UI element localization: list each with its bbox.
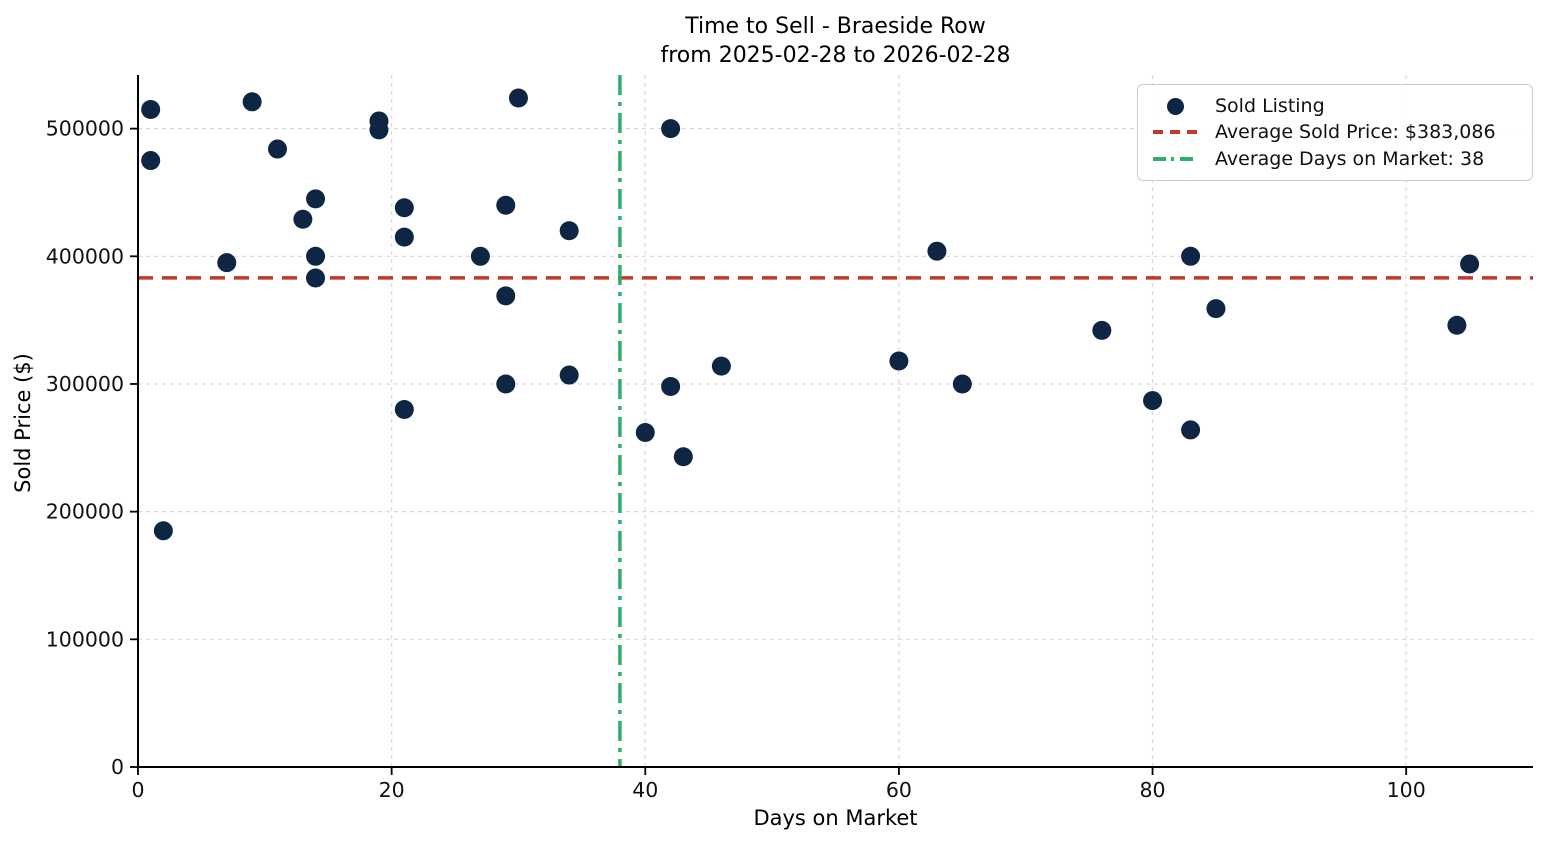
data-point: [711, 356, 731, 376]
dashdot-line-icon: [1153, 156, 1197, 161]
data-point: [927, 241, 947, 261]
data-point: [559, 221, 579, 241]
data-point: [508, 88, 528, 108]
legend-item-average-sold-price: Average Sold Price: $383,086: [1150, 119, 1520, 145]
data-point: [268, 139, 287, 159]
data-point: [673, 447, 693, 467]
x-tick-label: 20: [379, 778, 405, 802]
data-point: [635, 422, 655, 442]
data-point: [306, 246, 326, 266]
x-tick-label: 80: [1139, 778, 1165, 802]
legend-label-sold-listing: Sold Listing: [1215, 95, 1325, 118]
data-point: [394, 400, 414, 420]
data-point: [661, 119, 681, 139]
dot-marker-icon: [1166, 97, 1184, 115]
x-tick-label: 0: [131, 778, 144, 802]
data-point: [394, 198, 414, 218]
x-tick-label: 40: [632, 778, 658, 802]
data-point: [242, 92, 262, 112]
data-point: [1460, 254, 1480, 274]
y-tick-label: 400000: [46, 244, 124, 268]
y-axis-label: Sold Price ($): [11, 353, 35, 493]
data-point: [293, 209, 313, 229]
data-point: [889, 351, 909, 371]
data-point: [661, 377, 681, 397]
data-point: [141, 151, 161, 171]
legend: Sold Listing Average Sold Price: $383,08…: [1137, 84, 1533, 181]
y-tick-label: 0: [111, 755, 124, 779]
y-tick-label: 500000: [46, 117, 124, 141]
chart-title: Time to Sell - Braeside Row: [685, 14, 986, 39]
y-tick-label: 100000: [46, 627, 124, 651]
data-point: [141, 99, 161, 119]
data-point: [217, 253, 237, 273]
data-point: [153, 521, 173, 541]
data-point: [1143, 391, 1163, 411]
data-point: [369, 120, 389, 140]
data-point: [496, 374, 516, 394]
legend-item-average-days-on-market: Average Days on Market: 38: [1150, 146, 1520, 172]
y-tick-label: 300000: [46, 372, 124, 396]
data-point: [470, 246, 490, 266]
legend-label-average-sold-price: Average Sold Price: $383,086: [1215, 121, 1496, 144]
dashed-line-icon: [1153, 130, 1197, 135]
data-point: [394, 227, 414, 247]
data-point: [1447, 315, 1467, 335]
data-point: [952, 374, 972, 394]
x-axis-label: Days on Market: [753, 806, 918, 830]
x-tick-label: 100: [1387, 778, 1426, 802]
data-point: [559, 365, 579, 385]
y-tick-label: 200000: [46, 500, 124, 524]
data-point: [306, 189, 326, 209]
data-point: [1092, 320, 1112, 340]
legend-label-average-days-on-market: Average Days on Market: 38: [1215, 147, 1485, 170]
data-point: [1181, 420, 1201, 440]
legend-marker: [1150, 156, 1200, 161]
legend-marker: [1150, 97, 1200, 115]
data-point: [306, 268, 326, 288]
data-point: [1206, 299, 1226, 319]
legend-marker: [1150, 130, 1200, 135]
legend-item-sold-listing: Sold Listing: [1150, 93, 1520, 119]
data-point: [496, 286, 516, 306]
data-point: [496, 195, 516, 215]
chart-subtitle: from 2025-02-28 to 2026-02-28: [660, 43, 1011, 68]
x-tick-label: 60: [886, 778, 912, 802]
data-point: [1181, 246, 1201, 266]
